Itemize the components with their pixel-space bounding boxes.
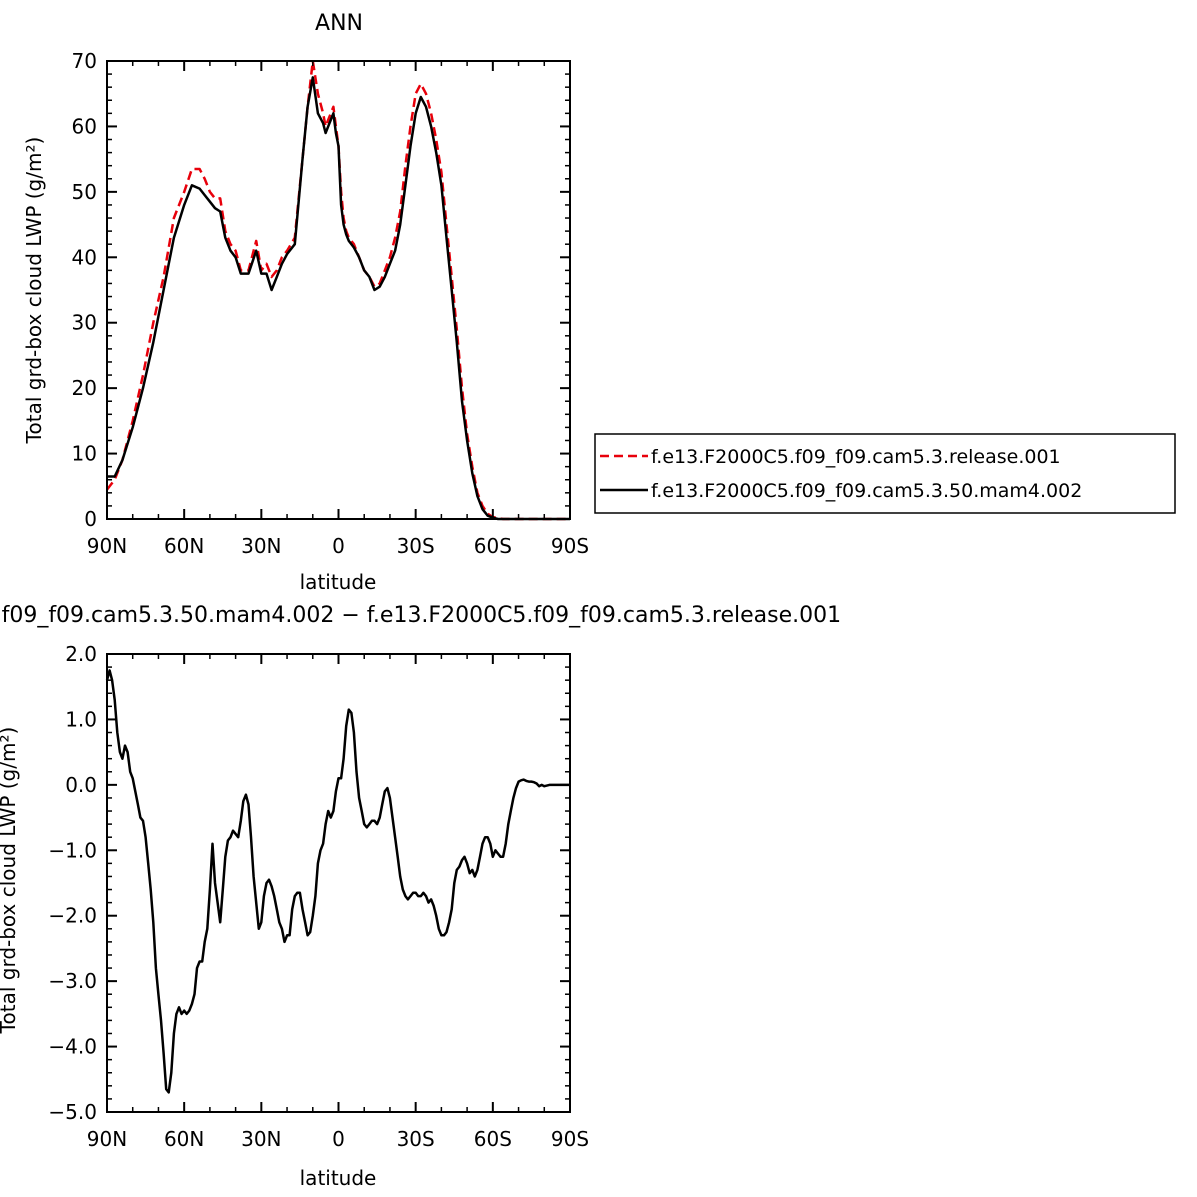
top-y-tick-label: 20	[72, 376, 97, 400]
bottom-series-line-0	[105, 669, 570, 1094]
bottom-y-tick-label: 2.0	[65, 642, 97, 666]
top-panel-plot-frame	[106, 60, 571, 520]
top-y-tick-label: 50	[72, 180, 97, 204]
top-y-tick-label: 40	[72, 245, 97, 269]
bottom-panel-y-label-clip: Total grd-box cloud LWP (g/m²)	[0, 727, 20, 1035]
bottom-y-tick-label: −4.0	[48, 1035, 97, 1059]
top-x-tick-label: 30S	[397, 534, 435, 558]
bottom-y-tick-label: −3.0	[48, 969, 97, 993]
bottom-x-tick-label: 60S	[474, 1127, 512, 1151]
bottom-x-tick-label: 30S	[397, 1127, 435, 1151]
top-x-tick-label: 90S	[551, 534, 589, 558]
bottom-panel-series-lines	[105, 669, 570, 1094]
bottom-y-tick-label: 1.0	[65, 707, 97, 731]
top-panel: ANN Total grd-box cloud LWP (g/m²) 90N 60…	[22, 11, 1176, 594]
bottom-panel-title: f.e13.F2000C5.f09_f09.cam5.3.50.mam4.002…	[0, 603, 841, 628]
bottom-y-tick-label: 0.0	[65, 773, 97, 797]
bottom-x-tick-label: 0	[332, 1127, 345, 1151]
top-panel-title: ANN	[315, 11, 363, 36]
bottom-y-tick-label: −5.0	[48, 1100, 97, 1124]
top-y-tick-label: 10	[72, 442, 97, 466]
top-x-tick-label: 30N	[241, 534, 281, 558]
bottom-x-tick-label: 90S	[551, 1127, 589, 1151]
top-panel-series-lines	[106, 59, 570, 521]
bottom-x-tick-label: 90N	[87, 1127, 127, 1151]
bottom-panel-x-axis-label: latitude	[300, 1166, 377, 1190]
legend: f.e13.F2000C5.f09_f09.cam5.3.release.001…	[594, 433, 1176, 514]
top-y-tick-label: 70	[72, 49, 97, 73]
bottom-panel-axes: 90N 60N 30N 0 30S 60S 90S −5.0 −4.0 −3.0 −2.0 −1.0 0…	[48, 642, 589, 1151]
top-panel-axes: 90N 60N 30N 0 30S 60S 90S 0 10 20 30 40 50 60 70	[72, 49, 590, 558]
top-y-tick-label: 30	[72, 311, 97, 335]
top-x-tick-label: 90N	[87, 534, 127, 558]
legend-label-mam4: f.e13.F2000C5.f09_f09.cam5.3.50.mam4.002	[651, 480, 1082, 502]
bottom-panel-y-axis-label: Total grd-box cloud LWP (g/m²)	[0, 727, 20, 1035]
top-y-tick-label: 0	[84, 507, 97, 531]
bottom-y-tick-label: −2.0	[48, 904, 97, 928]
bottom-x-tick-label: 30N	[241, 1127, 281, 1151]
bottom-x-tick-label: 60N	[164, 1127, 204, 1151]
bottom-panel-plot-frame	[106, 653, 571, 1113]
top-x-tick-label: 60N	[164, 534, 204, 558]
bottom-y-tick-label: −1.0	[48, 838, 97, 862]
top-y-tick-label: 60	[72, 114, 97, 138]
top-panel-y-axis-label: Total grd-box cloud LWP (g/m²)	[22, 137, 46, 445]
legend-box	[594, 433, 1176, 514]
top-panel-x-axis-label: latitude	[300, 570, 377, 594]
bottom-panel: f.e13.F2000C5.f09_f09.cam5.3.50.mam4.002…	[0, 603, 841, 1190]
top-series-line-0	[106, 59, 570, 521]
top-series-line-1	[107, 76, 570, 521]
top-x-tick-label: 0	[332, 534, 345, 558]
top-x-tick-label: 60S	[474, 534, 512, 558]
legend-label-release: f.e13.F2000C5.f09_f09.cam5.3.release.001	[651, 446, 1061, 468]
